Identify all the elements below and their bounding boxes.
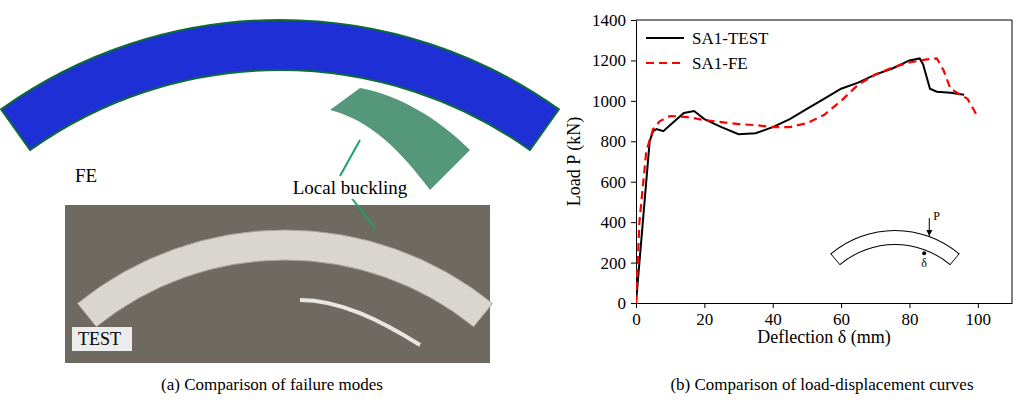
inset-arch [840, 244, 951, 265]
annotation: P [933, 209, 940, 223]
frame [1012, 20, 1013, 303]
inset-arch [831, 230, 960, 254]
tick-mark [631, 60, 636, 61]
tick: 0 [632, 303, 641, 329]
arrow [340, 140, 360, 176]
tick-label: 1400 [592, 11, 626, 30]
label-bg [285, 177, 415, 199]
label: TEST [78, 329, 121, 349]
tick: 80 [901, 303, 918, 329]
tick: 0 [618, 294, 637, 313]
tick-mark [978, 303, 979, 308]
tick: 200 [601, 254, 637, 273]
tick-mark [631, 182, 636, 183]
figure: FE Local buckling TEST (a) Comparison of fa… [0, 0, 1023, 401]
fe-buckle [330, 88, 470, 190]
plot-area [636, 58, 978, 303]
tick-mark [773, 303, 774, 308]
label: FE [75, 165, 97, 186]
x-axis-title: Deflection δ (mm) [757, 327, 890, 348]
tick: 400 [601, 213, 637, 232]
tick-label: 0 [618, 294, 627, 313]
panel-a: FE Local buckling TEST (a) Comparison of fa… [1, 20, 559, 394]
inset-support [950, 254, 960, 265]
fe-arch [1, 20, 559, 150]
tick-label: 400 [601, 213, 627, 232]
tick-label: 80 [901, 310, 918, 329]
tick-mark [631, 222, 636, 223]
tick-mark [631, 101, 636, 102]
label-bg [72, 327, 132, 351]
test-arch [77, 230, 492, 327]
legend-label: SA1-TEST [692, 29, 769, 48]
tick-mark [704, 303, 705, 308]
legend-swatch [646, 37, 684, 39]
tick-label: 800 [601, 132, 627, 151]
frame [636, 20, 1012, 21]
tick: 600 [601, 173, 637, 192]
inset: Pδ [831, 209, 960, 270]
inset-support [831, 254, 841, 265]
tick: 20 [696, 303, 713, 329]
tick-mark [631, 263, 636, 264]
caption: (a) Comparison of failure modes [161, 375, 383, 394]
label: Local buckling [293, 177, 408, 198]
legend-swatch [646, 62, 684, 64]
inset-point [922, 251, 926, 255]
tick: 100 [966, 303, 992, 329]
tick-mark [636, 303, 637, 308]
arrow [350, 196, 375, 228]
tick: 800 [601, 132, 637, 151]
tick: 1400 [592, 11, 636, 30]
tick-mark [631, 20, 636, 21]
inset-arrowhead [926, 230, 932, 236]
test-buckle [300, 300, 420, 345]
tick: 60 [833, 303, 850, 329]
caption: (b) Comparison of load-displacement curv… [670, 375, 973, 394]
axis-line [637, 303, 1013, 304]
series-line [636, 58, 964, 303]
tick-label: 200 [601, 254, 627, 273]
tick-label: 0 [632, 310, 641, 329]
y-axis-title: Load P (kN) [564, 117, 585, 206]
tick: 1200 [592, 51, 636, 70]
tick-mark [909, 303, 910, 308]
tick: 40 [765, 303, 782, 329]
legend-label: SA1-FE [692, 54, 748, 73]
annotation: δ [921, 256, 927, 270]
tick-label: 1000 [592, 92, 626, 111]
x-axis: 0 20 40 60 80 100 [632, 303, 1012, 329]
tick-label: 1200 [592, 51, 626, 70]
tick-mark [841, 303, 842, 308]
series-line [636, 58, 978, 303]
tick-label: 100 [966, 310, 992, 329]
legend: SA1-TEST SA1-FE [646, 29, 769, 73]
tick-mark [631, 141, 636, 142]
tick: 1000 [592, 92, 636, 111]
panel-b: 0204060801000200400600800100012001400Def… [564, 11, 1013, 394]
y-axis: 0 200 400 600 800 1000 1200 1400 [592, 11, 637, 313]
tick-mark [631, 303, 636, 304]
tick-label: 20 [696, 310, 713, 329]
tick-label: 600 [601, 173, 627, 192]
